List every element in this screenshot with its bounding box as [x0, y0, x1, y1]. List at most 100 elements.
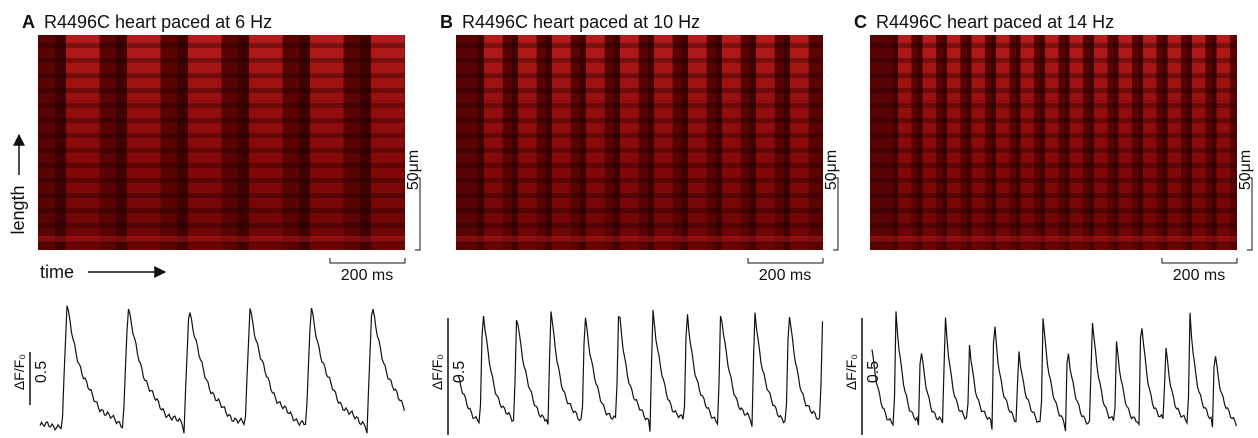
linescan-image [870, 35, 1237, 250]
length-scale-label: 50μm [1237, 150, 1254, 190]
amplitude-scale-label: 0.5 [33, 361, 50, 383]
beat-dark [116, 35, 127, 250]
stripe [38, 193, 405, 198]
panel-title: R4496C heart paced at 10 Hz [462, 12, 700, 32]
stripe [456, 43, 823, 48]
beat-dark [918, 35, 923, 250]
panel: B R4496C heart paced at 10 Hz 50μm 200 ms ΔF… [429, 12, 840, 435]
stripe [38, 103, 405, 108]
beat-band [66, 35, 100, 250]
stripe [38, 73, 405, 78]
time-scale-bar [747, 258, 824, 264]
time-scale-label: 200 ms [341, 267, 393, 284]
beat-dark [1065, 35, 1070, 250]
beat-dark [545, 35, 552, 250]
beat-band [688, 35, 707, 250]
stripe [38, 178, 405, 183]
beat-band [310, 35, 344, 250]
beat-dark [893, 35, 898, 250]
time-label: time [40, 262, 74, 282]
beat-dark [1114, 35, 1119, 250]
calcium-trace [39, 305, 406, 434]
stripe [38, 238, 405, 243]
stripe [870, 88, 1237, 93]
stripe [870, 208, 1237, 213]
stripe [456, 178, 823, 183]
stripe [870, 133, 1237, 138]
panel-title: R4496C heart paced at 14 Hz [876, 12, 1114, 32]
amplitude-label: ΔF/F₀ [429, 354, 445, 390]
beat-dark [783, 35, 790, 250]
panel: A R4496C heart paced at 6 Hz 50μm 200 ms ΔF/… [11, 12, 422, 434]
stripe [870, 103, 1237, 108]
edge-band [456, 236, 823, 242]
beat-band [1094, 35, 1108, 250]
stripe [870, 118, 1237, 123]
beat-band [518, 35, 537, 250]
beat-band [1045, 35, 1059, 250]
linescan-image [38, 35, 405, 250]
edge-band [38, 236, 405, 242]
stripe [456, 133, 823, 138]
stripe [456, 208, 823, 213]
beat-band [947, 35, 961, 250]
beat-band [371, 35, 405, 250]
length-scale-bar [833, 177, 839, 251]
stripe [456, 58, 823, 63]
stripe [870, 238, 1237, 243]
beat-dark [1138, 35, 1143, 250]
edge-band [870, 236, 1237, 242]
beat-band [1143, 35, 1157, 250]
stripe [870, 58, 1237, 63]
beat-dark [360, 35, 371, 250]
stripe [870, 43, 1237, 48]
stripe [456, 163, 823, 168]
stripe [456, 238, 823, 243]
linescan-image [456, 35, 823, 250]
calcium-trace [457, 309, 824, 432]
beat-band [1118, 35, 1132, 250]
beat-dark [991, 35, 996, 250]
stripe [38, 208, 405, 213]
stripe [870, 193, 1237, 198]
stripe [456, 73, 823, 78]
beat-dark [177, 35, 188, 250]
beat-dark [681, 35, 688, 250]
beat-dark [749, 35, 756, 250]
beat-band [1020, 35, 1034, 250]
beat-band [756, 35, 775, 250]
beat-dark [1016, 35, 1021, 250]
time-scale-label: 200 ms [1173, 267, 1225, 284]
stripe [870, 73, 1237, 78]
stripe [870, 178, 1237, 183]
panel-letter: C [854, 12, 867, 32]
stripe [456, 118, 823, 123]
beat-dark [1163, 35, 1168, 250]
stripe [38, 43, 405, 48]
beat-band [1167, 35, 1181, 250]
time-scale-label: 200 ms [759, 267, 811, 284]
beat-dark [579, 35, 586, 250]
beat-band [790, 35, 809, 250]
beat-band [127, 35, 161, 250]
beat-band [898, 35, 912, 250]
beat-band [971, 35, 985, 250]
amplitude-label: ΔF/F₀ [843, 354, 859, 390]
time-scale-bar [1161, 258, 1238, 264]
panel-title: R4496C heart paced at 6 Hz [44, 12, 272, 32]
stripe [456, 103, 823, 108]
stripe [870, 163, 1237, 168]
beat-dark [1089, 35, 1094, 250]
beat-dark [55, 35, 66, 250]
beat-dark [238, 35, 249, 250]
stripe [38, 223, 405, 228]
beat-dark [1040, 35, 1045, 250]
amplitude-label: ΔF/F₀ [11, 354, 27, 390]
beat-band [484, 35, 503, 250]
stripe [456, 223, 823, 228]
beat-dark [477, 35, 484, 250]
beat-dark [613, 35, 620, 250]
